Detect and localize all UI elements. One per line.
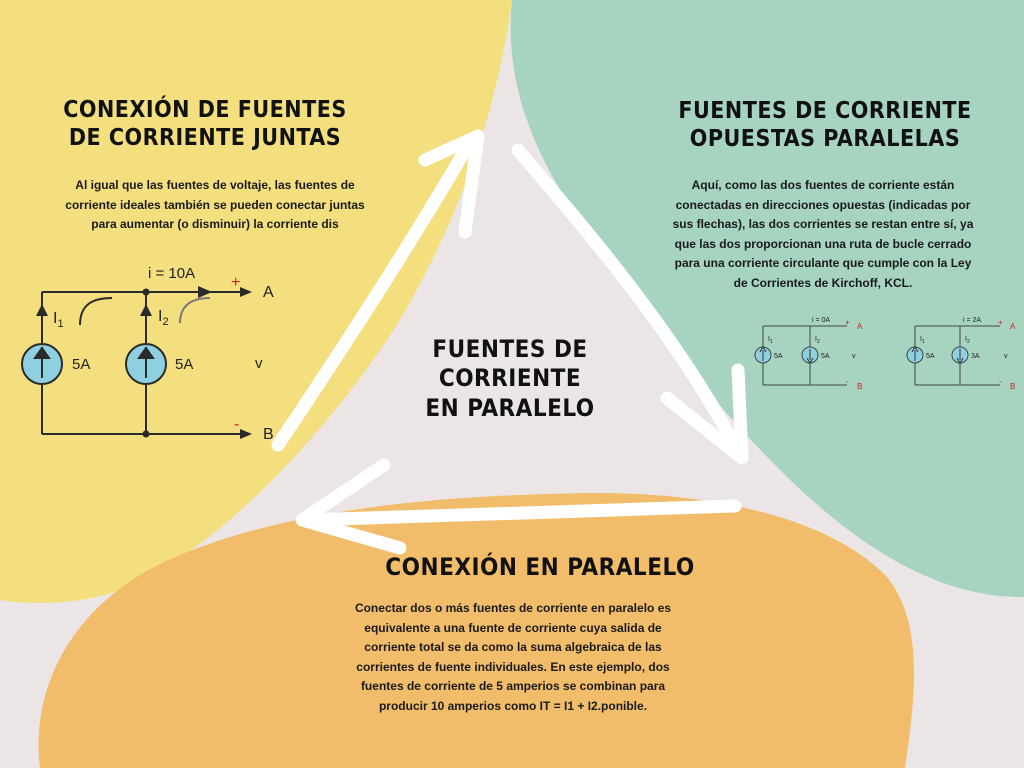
circuit-left-plus: + bbox=[231, 274, 240, 291]
opp2-plus: + bbox=[998, 318, 1003, 327]
circuit-left-current-arrow bbox=[198, 286, 212, 298]
circuit-left-branch-arrow-2 bbox=[140, 304, 152, 316]
opp1-node-b: B bbox=[857, 382, 862, 391]
left-section-text: Al igual que las fuentes de voltaje, las… bbox=[65, 178, 365, 231]
arrowhead-bottom bbox=[295, 458, 407, 555]
circuit-left-wire-a-arrow bbox=[240, 287, 252, 297]
arrow-right-downward bbox=[511, 143, 747, 462]
circuit-diagram-left: i = 10A + - A B v I1 I2 5A 5A bbox=[21, 265, 274, 443]
circuit-left-v-label: v bbox=[255, 355, 263, 372]
circuit-left-node-bottom bbox=[142, 430, 150, 438]
opp1-plus: + bbox=[845, 318, 850, 327]
opp2-node-b: B bbox=[1010, 382, 1015, 391]
green-blob bbox=[510, 0, 1024, 598]
source-2-value: 5A bbox=[175, 356, 193, 373]
circuit-left-minus: - bbox=[234, 416, 239, 433]
right-section-title: FUENTES DE CORRIENTE OPUESTAS PARALELAS bbox=[678, 98, 972, 153]
opp1-source-1-name: I1 bbox=[768, 336, 773, 345]
opp2-source-2-name: I2 bbox=[965, 336, 970, 345]
opp2-v-label: v bbox=[1004, 353, 1008, 360]
current-source-2 bbox=[125, 343, 167, 385]
source-2-name: I2 bbox=[158, 308, 169, 328]
orange-blob bbox=[38, 492, 914, 768]
opp2-node-a: A bbox=[1010, 322, 1016, 331]
current-source-1 bbox=[21, 343, 63, 385]
circuit-left-total-label: i = 10A bbox=[148, 265, 195, 282]
circuit-left-branch-arrow-1 bbox=[36, 304, 48, 316]
opp1-source-2-name: I2 bbox=[815, 336, 820, 345]
opp2-source-2-value: 3A bbox=[971, 353, 980, 360]
opp2-source-1-name: I1 bbox=[920, 336, 925, 345]
bottom-section-title: CONEXIÓN EN PARALELO bbox=[385, 553, 695, 581]
arrow-left-upward bbox=[271, 135, 477, 452]
opp2-source-1-value: 5A bbox=[926, 353, 935, 360]
bottom-section-text: Conectar dos o más fuentes de corriente … bbox=[354, 601, 672, 713]
opp2-minus: - bbox=[999, 377, 1002, 386]
circuit-left-node-top bbox=[142, 288, 150, 296]
opp1-source-1-value: 5A bbox=[774, 353, 783, 360]
opp1-source-2-value: 5A bbox=[821, 353, 830, 360]
opp2-total-label: i = 2A bbox=[963, 317, 981, 324]
circuit-left-i1-arrow bbox=[79, 297, 113, 326]
circuit-diagram-opposing-1: i = 0A + - A B v I1 I2 5A 5A bbox=[754, 317, 863, 391]
circuit-left-node-a: A bbox=[263, 284, 274, 301]
opp1-total-label: i = 0A bbox=[812, 317, 830, 324]
source-1-name: I1 bbox=[53, 310, 64, 330]
left-section-title: CONEXIÓN DE FUENTES DE CORRIENTE JUNTAS bbox=[63, 97, 347, 152]
opp1-minus: - bbox=[846, 377, 849, 386]
source-1-value: 5A bbox=[72, 356, 90, 373]
opp1-node-a: A bbox=[857, 322, 863, 331]
arrowhead-right bbox=[660, 363, 749, 465]
opp1-v-label: v bbox=[852, 353, 856, 360]
right-section-text: Aquí, como las dos fuentes de corriente … bbox=[672, 178, 974, 290]
circuit-left-wire-b-arrow bbox=[240, 429, 252, 439]
circuit-left-wires bbox=[41, 291, 245, 435]
circuit-left-i2-arrow bbox=[179, 297, 211, 324]
arrow-bottom-leftward bbox=[297, 499, 742, 527]
circuit-diagram-opposing-2: i = 2A + - A B v I1 I2 5A 3A bbox=[906, 317, 1016, 391]
cycle-arrows bbox=[271, 129, 749, 555]
center-title: FUENTES DE CORRIENTE EN PARALELO bbox=[425, 335, 595, 422]
circuit-left-node-b: B bbox=[263, 426, 274, 443]
arrowhead-top bbox=[418, 129, 485, 239]
yellow-blob bbox=[0, 0, 512, 603]
